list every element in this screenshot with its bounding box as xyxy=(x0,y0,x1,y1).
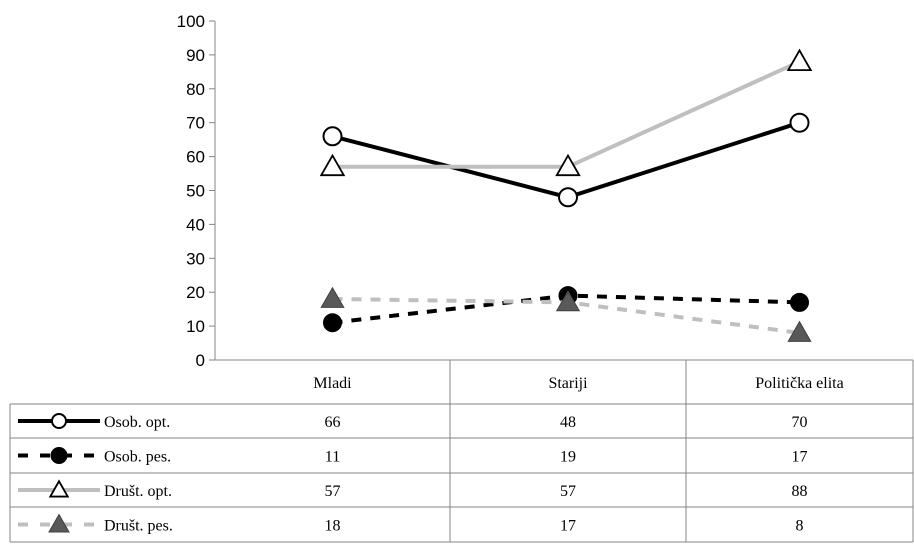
data-table: Mladi Stariji Politička elita Osob. opt. 66 4… xyxy=(9,359,914,543)
marker-open-triangle xyxy=(555,153,581,177)
legend-key-4: Društ. pes. xyxy=(18,513,173,535)
series-1 xyxy=(322,112,810,208)
marker-filled-circle xyxy=(50,447,68,464)
data-value: 19 xyxy=(560,449,576,466)
y-tick-label: 0 xyxy=(196,351,205,370)
marker-open-circle xyxy=(322,126,343,147)
data-value: 17 xyxy=(792,449,808,466)
y-tick-label: 80 xyxy=(186,80,205,99)
marker-open-circle xyxy=(789,112,810,133)
y-tick-label: 50 xyxy=(186,182,205,201)
y-tick-label: 20 xyxy=(186,283,205,302)
legend-label: Osob. pes. xyxy=(104,449,171,466)
data-value: 70 xyxy=(792,414,808,431)
data-value: 18 xyxy=(325,518,341,535)
marker-filled-triangle xyxy=(787,320,812,342)
data-value: 48 xyxy=(560,414,576,431)
legend-key-3: Društ. opt. xyxy=(18,479,172,500)
series-3 xyxy=(319,48,813,177)
y-tick-label: 10 xyxy=(186,317,205,336)
y-tick-label: 60 xyxy=(186,148,205,167)
data-value: 57 xyxy=(560,483,576,500)
plot-area xyxy=(319,48,813,342)
data-value: 8 xyxy=(796,518,804,535)
legend-key-2: Osob. pes. xyxy=(18,447,171,466)
data-value: 66 xyxy=(325,414,341,431)
legend-label: Društ. pes. xyxy=(104,518,173,535)
marker-filled-triangle xyxy=(48,513,70,533)
data-value: 88 xyxy=(792,483,808,500)
y-tick-label: 70 xyxy=(186,114,205,133)
marker-filled-triangle xyxy=(320,286,345,308)
data-value: 11 xyxy=(325,449,340,466)
data-value: 17 xyxy=(560,518,576,535)
legend-label: Osob. opt. xyxy=(104,414,170,431)
marker-open-circle xyxy=(558,187,578,208)
y-tick-label: 40 xyxy=(186,215,205,234)
marker-open-circle xyxy=(51,413,67,429)
marker-filled-circle xyxy=(323,313,342,333)
category-label: Stariji xyxy=(548,375,588,392)
legend-key-1: Osob. opt. xyxy=(18,413,170,431)
y-tick-label: 100 xyxy=(177,12,205,31)
y-tick-label: 90 xyxy=(186,46,205,65)
category-label: Mladi xyxy=(313,375,352,392)
category-label: Politička elita xyxy=(755,375,843,392)
series-4 xyxy=(320,286,812,342)
marker-open-triangle xyxy=(319,153,346,177)
marker-filled-triangle xyxy=(555,290,581,312)
y-axis: 0 10 20 30 40 50 60 70 80 90 100 xyxy=(177,12,216,370)
marker-open-triangle xyxy=(48,479,70,498)
marker-open-triangle xyxy=(786,48,813,72)
marker-filled-circle xyxy=(790,292,809,312)
data-value: 57 xyxy=(325,483,341,500)
legend-label: Društ. opt. xyxy=(104,483,172,500)
y-tick-label: 30 xyxy=(186,249,205,268)
series-line xyxy=(332,59,801,169)
